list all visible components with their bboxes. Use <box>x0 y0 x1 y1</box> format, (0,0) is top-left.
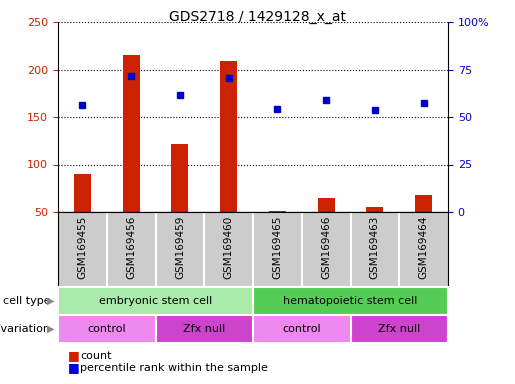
Text: cell type: cell type <box>3 296 54 306</box>
Text: Zfx null: Zfx null <box>378 324 420 334</box>
Text: count: count <box>80 351 112 361</box>
Bar <box>123 55 140 212</box>
Bar <box>58 315 156 343</box>
Bar <box>253 315 351 343</box>
Text: GSM169460: GSM169460 <box>224 216 234 279</box>
Bar <box>366 207 383 212</box>
Text: GSM169465: GSM169465 <box>272 216 282 279</box>
Text: control: control <box>282 324 321 334</box>
Bar <box>58 287 253 315</box>
Text: percentile rank within the sample: percentile rank within the sample <box>80 363 268 373</box>
Text: genotype/variation: genotype/variation <box>0 324 54 334</box>
Text: GDS2718 / 1429128_x_at: GDS2718 / 1429128_x_at <box>169 10 346 24</box>
Bar <box>269 211 286 212</box>
Bar <box>220 61 237 212</box>
Bar <box>318 198 335 212</box>
Text: ▶: ▶ <box>46 296 54 306</box>
Text: hematopoietic stem cell: hematopoietic stem cell <box>283 296 418 306</box>
Text: control: control <box>88 324 126 334</box>
Bar <box>415 195 432 212</box>
Bar <box>156 315 253 343</box>
Text: GSM169455: GSM169455 <box>77 216 88 279</box>
Text: Zfx null: Zfx null <box>183 324 226 334</box>
Text: embryonic stem cell: embryonic stem cell <box>99 296 212 306</box>
Bar <box>171 144 188 212</box>
Bar <box>74 174 91 212</box>
Text: ■: ■ <box>68 349 80 362</box>
Text: GSM169459: GSM169459 <box>175 216 185 279</box>
Text: GSM169464: GSM169464 <box>419 216 428 279</box>
Text: GSM169456: GSM169456 <box>126 216 136 279</box>
Text: ■: ■ <box>68 361 80 374</box>
Text: GSM169463: GSM169463 <box>370 216 380 279</box>
Bar <box>351 315 448 343</box>
Text: GSM169466: GSM169466 <box>321 216 331 279</box>
Bar <box>253 287 448 315</box>
Text: ▶: ▶ <box>46 324 54 334</box>
